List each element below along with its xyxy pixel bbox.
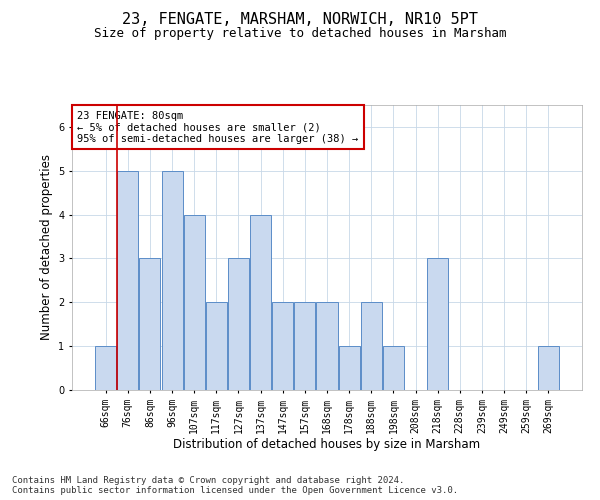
Bar xyxy=(361,302,382,390)
Text: 23, FENGATE, MARSHAM, NORWICH, NR10 5PT: 23, FENGATE, MARSHAM, NORWICH, NR10 5PT xyxy=(122,12,478,28)
Y-axis label: Number of detached properties: Number of detached properties xyxy=(40,154,53,340)
Bar xyxy=(250,214,271,390)
Bar xyxy=(295,302,316,390)
Bar xyxy=(206,302,227,390)
Bar xyxy=(272,302,293,390)
Bar xyxy=(228,258,249,390)
Bar xyxy=(316,302,338,390)
Bar xyxy=(427,258,448,390)
Bar xyxy=(118,171,139,390)
Bar xyxy=(338,346,359,390)
Bar xyxy=(95,346,116,390)
Bar xyxy=(538,346,559,390)
Text: Size of property relative to detached houses in Marsham: Size of property relative to detached ho… xyxy=(94,28,506,40)
Bar xyxy=(139,258,160,390)
Text: Contains HM Land Registry data © Crown copyright and database right 2024.
Contai: Contains HM Land Registry data © Crown c… xyxy=(12,476,458,495)
Bar xyxy=(184,214,205,390)
Text: 23 FENGATE: 80sqm
← 5% of detached houses are smaller (2)
95% of semi-detached h: 23 FENGATE: 80sqm ← 5% of detached house… xyxy=(77,110,358,144)
X-axis label: Distribution of detached houses by size in Marsham: Distribution of detached houses by size … xyxy=(173,438,481,452)
Bar xyxy=(383,346,404,390)
Bar xyxy=(161,171,182,390)
